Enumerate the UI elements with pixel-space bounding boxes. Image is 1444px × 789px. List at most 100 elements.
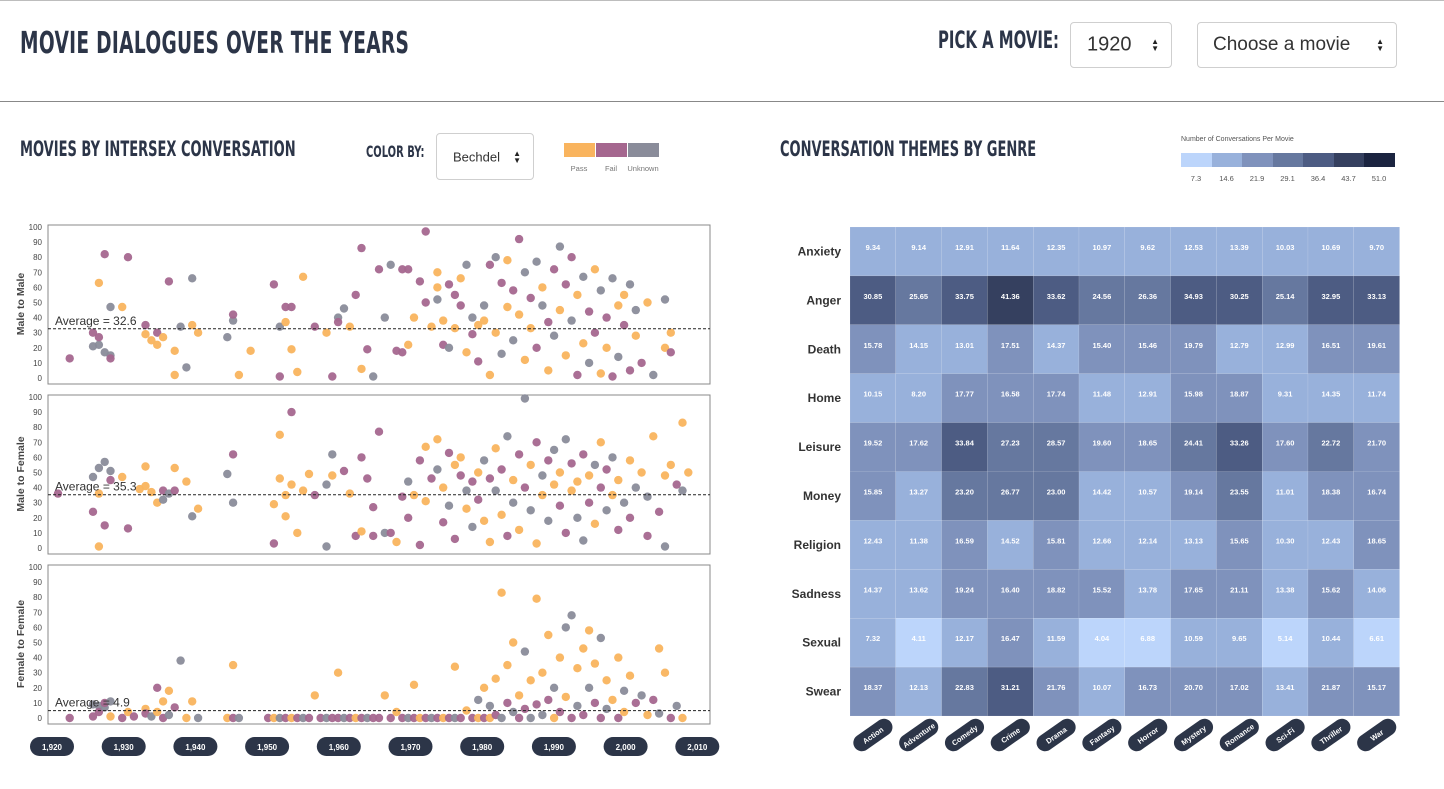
heatmap-cell bbox=[1261, 226, 1309, 277]
scatter-point bbox=[479, 713, 489, 723]
heatmap-cell bbox=[1170, 569, 1217, 619]
scatter-point bbox=[526, 506, 535, 515]
scatter-point bbox=[170, 486, 179, 495]
scatter-point bbox=[129, 712, 139, 721]
x-tick-label: 1,960 bbox=[329, 743, 350, 752]
x-tick-label: 2,010 bbox=[687, 743, 708, 752]
scatter-point bbox=[538, 471, 547, 480]
scatter-point bbox=[433, 268, 442, 277]
scatter-point bbox=[456, 301, 465, 310]
heatmap-cell bbox=[1216, 569, 1263, 619]
heatmap-cell-label: 10.57 bbox=[1138, 488, 1157, 497]
scatter-point bbox=[287, 480, 296, 489]
heatmap-cell-label: 24.41 bbox=[1184, 439, 1203, 448]
scatter-point bbox=[228, 498, 238, 507]
heatmap-cell-label: 11.01 bbox=[1276, 488, 1294, 497]
heatmap-cell-label: 15.98 bbox=[1184, 390, 1203, 399]
heatmap-cell bbox=[849, 471, 896, 521]
scatter-point bbox=[567, 486, 576, 495]
heatmap-cell bbox=[849, 373, 896, 423]
x-tick-label: 1,990 bbox=[544, 743, 565, 752]
scatter-point bbox=[433, 435, 442, 444]
heatmap-row-label: Anxiety bbox=[798, 244, 842, 258]
scatter-point bbox=[415, 713, 425, 723]
scatter-point bbox=[94, 542, 104, 551]
scatter-point bbox=[427, 474, 436, 483]
heatmap-cell bbox=[1124, 324, 1171, 374]
column-pill bbox=[944, 718, 985, 752]
heatmap-cell-label: 10.15 bbox=[864, 390, 883, 399]
scatter-point bbox=[468, 313, 477, 322]
heatmap-cell-label: 11.38 bbox=[910, 536, 928, 545]
y-axis-label: Female to Female bbox=[15, 600, 27, 688]
y-tick-label: 40 bbox=[33, 654, 42, 663]
scatter-point bbox=[590, 519, 600, 528]
scatter-point bbox=[328, 372, 337, 381]
scatter-point bbox=[228, 713, 238, 723]
heatmap-legend-swatch bbox=[1242, 153, 1273, 167]
scatter-point bbox=[345, 489, 354, 498]
heatmap-cell-label: 12.14 bbox=[1138, 536, 1158, 545]
heatmap-cell-label: 10.03 bbox=[1276, 243, 1295, 252]
scatter-point bbox=[654, 644, 664, 653]
scatter-point bbox=[614, 525, 623, 535]
scatter-point bbox=[526, 460, 535, 470]
scatter-point bbox=[479, 683, 489, 692]
y-tick-label: 30 bbox=[33, 499, 42, 508]
year-select[interactable]: 1920 ▲ ▼ bbox=[1070, 22, 1172, 68]
scatter-point bbox=[404, 477, 413, 486]
heatmap-cell-label: 17.02 bbox=[1230, 683, 1249, 692]
movie-select[interactable]: Choose a movie ▲ ▼ bbox=[1197, 22, 1397, 68]
heatmap-cell bbox=[1353, 324, 1400, 374]
scatter-point bbox=[637, 468, 646, 477]
scatter-point bbox=[316, 713, 325, 723]
heatmap-cell-label: 13.13 bbox=[1184, 536, 1203, 545]
scatter-point bbox=[666, 460, 675, 470]
scatter-point bbox=[590, 659, 600, 668]
scatter-point bbox=[369, 503, 378, 512]
scatter-point bbox=[456, 713, 465, 723]
scatter-point bbox=[567, 611, 576, 620]
scatter-point bbox=[654, 507, 664, 516]
scatter-point bbox=[514, 691, 524, 700]
scatter-point bbox=[141, 481, 150, 491]
heatmap-cell bbox=[1216, 324, 1263, 374]
scatter-point bbox=[462, 486, 471, 495]
scatter-point bbox=[345, 322, 354, 331]
scatter-point bbox=[369, 372, 378, 381]
scatter-point bbox=[182, 363, 191, 372]
heatmap-cell-label: 12.53 bbox=[1184, 243, 1203, 252]
scatter-point bbox=[421, 497, 430, 506]
heatmap-cell-label: 23.00 bbox=[1047, 488, 1066, 497]
scatter-point bbox=[322, 328, 331, 337]
scatter-point bbox=[176, 656, 185, 665]
heatmap-cell bbox=[1078, 569, 1125, 619]
scatter-point bbox=[310, 691, 319, 700]
scatter-point bbox=[118, 472, 127, 482]
heatmap-row-label: Money bbox=[803, 489, 841, 503]
scatter-point bbox=[649, 370, 658, 380]
heatmap-cell bbox=[987, 422, 1034, 472]
scatter-point bbox=[304, 713, 314, 723]
scatter-point bbox=[106, 354, 115, 363]
column-pill bbox=[853, 718, 893, 752]
scatter-point bbox=[439, 713, 448, 723]
color-by-select[interactable]: Bechdel ▲ ▼ bbox=[436, 133, 534, 180]
heatmap-cell-label: 30.85 bbox=[864, 292, 883, 301]
scatter-point bbox=[118, 302, 127, 312]
y-tick-label: 10 bbox=[33, 529, 42, 538]
scatter-point bbox=[433, 283, 442, 292]
heatmap-cell-label: 15.40 bbox=[1093, 341, 1112, 350]
heatmap-cell-label: 16.51 bbox=[1322, 341, 1341, 350]
y-tick-label: 70 bbox=[33, 268, 42, 277]
scatter-point bbox=[427, 713, 436, 723]
scatter-point bbox=[660, 295, 670, 304]
heatmap-cell-label: 10.97 bbox=[1093, 243, 1112, 252]
heatmap-cell bbox=[895, 666, 942, 717]
scatter-point bbox=[538, 490, 547, 500]
color-by-label: COLOR BY: bbox=[366, 142, 425, 161]
heatmap-cell-label: 17.51 bbox=[1001, 341, 1020, 350]
scatter-point bbox=[421, 298, 430, 307]
scatter-point bbox=[94, 489, 104, 498]
scatter-point bbox=[456, 471, 465, 480]
